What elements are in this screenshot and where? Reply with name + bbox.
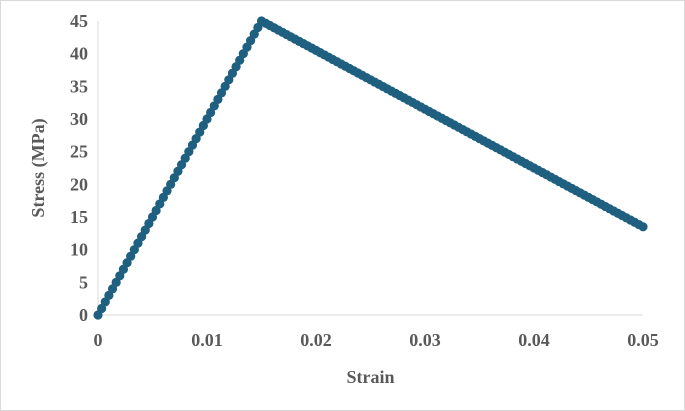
y-tick-label: 25 [70, 142, 88, 162]
y-tick-labels: 0 5 10 15 20 25 30 35 40 45 [70, 11, 88, 325]
data-points [93, 16, 648, 320]
y-axis-title: Stress (MPa) [28, 118, 49, 217]
y-tick-label: 35 [70, 76, 88, 96]
y-tick-label: 20 [70, 174, 88, 194]
y-tick-label: 40 [70, 44, 88, 64]
x-tick-label: 0.04 [518, 330, 550, 350]
y-tick-label: 5 [79, 272, 88, 292]
x-tick-label: 0 [94, 330, 103, 350]
x-tick-label: 0.03 [409, 330, 441, 350]
x-tick-label: 0.02 [300, 330, 332, 350]
y-tick-label: 30 [70, 109, 88, 129]
axes [97, 21, 643, 316]
y-tick-label: 10 [70, 240, 88, 260]
x-tick-label: 0.05 [627, 330, 659, 350]
x-tick-label: 0.01 [191, 330, 223, 350]
y-tick-label: 15 [70, 207, 88, 227]
x-axis-title: Strain [346, 367, 394, 387]
y-tick-label: 45 [70, 11, 88, 31]
x-tick-labels: 0 0.01 0.02 0.03 0.04 0.05 [94, 330, 659, 350]
y-tick-label: 0 [79, 305, 88, 325]
data-point [638, 222, 648, 232]
